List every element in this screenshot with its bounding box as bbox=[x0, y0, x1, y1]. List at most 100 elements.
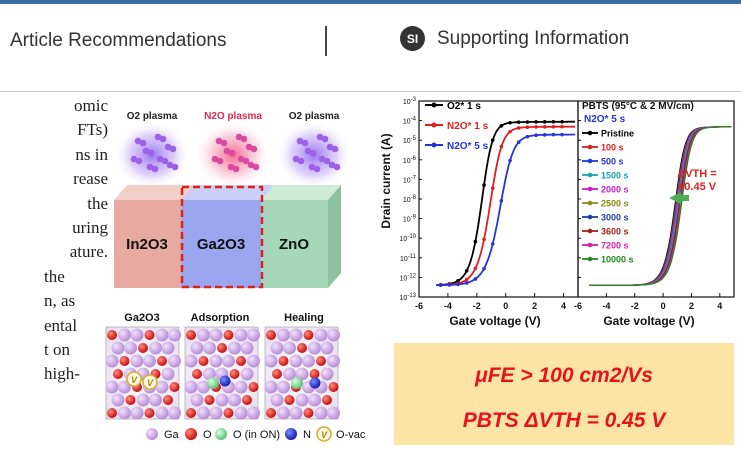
plasma-particle bbox=[169, 145, 177, 153]
series-marker bbox=[499, 198, 504, 203]
gallium-atom bbox=[234, 380, 248, 394]
oxygen-atom bbox=[125, 395, 136, 405]
o-in-on-atom bbox=[291, 377, 303, 389]
series-marker bbox=[542, 125, 547, 129]
gallium-atom bbox=[308, 341, 321, 355]
plasma-particle bbox=[304, 147, 312, 155]
key-result-background bbox=[394, 343, 734, 445]
gallium-atom bbox=[197, 406, 210, 420]
legend-label: N2O* 1 s bbox=[447, 121, 489, 132]
oxygen-atom bbox=[303, 408, 314, 418]
plasma-label-n2o: N2O plasma bbox=[204, 111, 262, 122]
x-tick-label: -6 bbox=[415, 301, 423, 311]
gallium-atom bbox=[247, 354, 260, 368]
plasma-label-o2: O2 plasma bbox=[127, 111, 178, 122]
legend-marker bbox=[587, 172, 593, 178]
series-marker bbox=[534, 133, 538, 138]
plasma-particle bbox=[228, 149, 236, 157]
series-marker bbox=[525, 125, 530, 129]
gallium-atom bbox=[168, 328, 181, 342]
series-marker bbox=[508, 158, 512, 163]
gallium-atom bbox=[247, 406, 260, 420]
key-result-box: μFE > 100 cm2/Vs PBTS ΔVTH = 0.45 V bbox=[394, 343, 734, 445]
x-tick-label: 4 bbox=[717, 301, 722, 311]
chart-left: -6 -4 -2 0 2 4 10-13 10-12 10-11 10-10 10-9 10-8 10-… bbox=[400, 97, 579, 311]
gallium-atom bbox=[277, 406, 290, 420]
legend-marker bbox=[587, 256, 593, 262]
legend-label: 3600 s bbox=[601, 227, 629, 237]
x-tick-label: 0 bbox=[503, 301, 508, 311]
plasma-particle bbox=[159, 135, 167, 143]
atomic-panel-adsorption bbox=[184, 326, 260, 420]
legend-marker bbox=[587, 228, 593, 234]
oxygen-atom bbox=[144, 330, 155, 340]
legend-o-in-on-label: O (in ON) bbox=[233, 429, 280, 441]
plasma-particle bbox=[216, 157, 224, 165]
oxygen-vacancy bbox=[126, 371, 142, 387]
shift-arrow-tail bbox=[681, 195, 689, 201]
tab-supporting-information[interactable]: SI Supporting Information bbox=[400, 26, 629, 51]
gallium-atom bbox=[190, 393, 204, 407]
shift-arrow bbox=[669, 192, 681, 204]
gallium-atom bbox=[118, 380, 131, 394]
gallium-atom bbox=[155, 406, 169, 420]
gallium-atom bbox=[197, 380, 210, 394]
gallium-atom bbox=[320, 367, 334, 381]
plasma-particle bbox=[211, 155, 219, 163]
nitrogen-atom bbox=[309, 377, 321, 389]
toc-graphic: O2 plasma N2O plasma O2 plasma In2O3 Ga2… bbox=[86, 93, 741, 450]
series-marker bbox=[456, 279, 460, 283]
gallium-atom bbox=[289, 354, 303, 368]
series-marker bbox=[456, 282, 460, 287]
oxygen-atom bbox=[198, 356, 209, 366]
gallium-atom bbox=[168, 354, 181, 368]
legend-ga-swatch bbox=[146, 428, 158, 440]
abstract-line: omic bbox=[74, 96, 108, 115]
series-marker bbox=[516, 120, 521, 124]
series-marker bbox=[560, 124, 564, 129]
gallium-atom bbox=[289, 328, 303, 342]
series-marker bbox=[525, 120, 530, 124]
panel-title-healing: Healing bbox=[284, 312, 324, 324]
x-tick-label: -2 bbox=[631, 301, 639, 311]
abstract-text: omic FTs) ns in rease the uring ature. t… bbox=[0, 94, 120, 387]
legend-marker bbox=[587, 186, 593, 192]
gallium-atom bbox=[215, 393, 229, 407]
series-marker bbox=[499, 124, 504, 128]
o-in-on-atom bbox=[207, 377, 219, 389]
gallium-atom bbox=[295, 393, 309, 407]
legend-label: O2* 1 s bbox=[447, 101, 481, 112]
gallium-atom bbox=[118, 406, 131, 420]
legend-label: 7200 s bbox=[601, 241, 629, 251]
x-tick-label: 0 bbox=[661, 301, 666, 311]
gallium-atom bbox=[149, 393, 162, 407]
plasma-particle bbox=[220, 139, 228, 147]
gallium-atom bbox=[143, 354, 156, 368]
oxygen-atom bbox=[229, 369, 240, 379]
gallium-atom bbox=[118, 328, 131, 342]
oxygen-atom bbox=[107, 330, 117, 340]
plasma-particle bbox=[326, 143, 334, 151]
plasma-particle bbox=[161, 157, 169, 165]
tab-article-recommendations[interactable]: Article Recommendations bbox=[10, 30, 227, 51]
oxygen-atom bbox=[157, 356, 167, 366]
oxygen-atom bbox=[144, 408, 155, 418]
plasma-particle bbox=[316, 133, 324, 141]
series-marker bbox=[490, 242, 495, 246]
oxygen-atom bbox=[113, 369, 123, 379]
plasma-particle bbox=[156, 155, 164, 163]
plasma-particle bbox=[247, 161, 255, 169]
plasma-particle bbox=[171, 163, 179, 171]
abstract-line: high- bbox=[44, 364, 80, 384]
gallium-atom bbox=[234, 328, 248, 342]
layer-top-face bbox=[181, 185, 274, 200]
layer-zno bbox=[261, 200, 328, 288]
plasma-schematic: O2 plasma N2O plasma O2 plasma In2O3 Ga2… bbox=[114, 111, 352, 289]
x-tick-label: -4 bbox=[444, 301, 452, 311]
plasma-particle bbox=[130, 155, 138, 163]
si-icon: SI bbox=[400, 26, 425, 51]
legend-label: 1500 s bbox=[601, 171, 629, 181]
series-line bbox=[589, 126, 732, 286]
plasma-particle bbox=[331, 145, 339, 153]
